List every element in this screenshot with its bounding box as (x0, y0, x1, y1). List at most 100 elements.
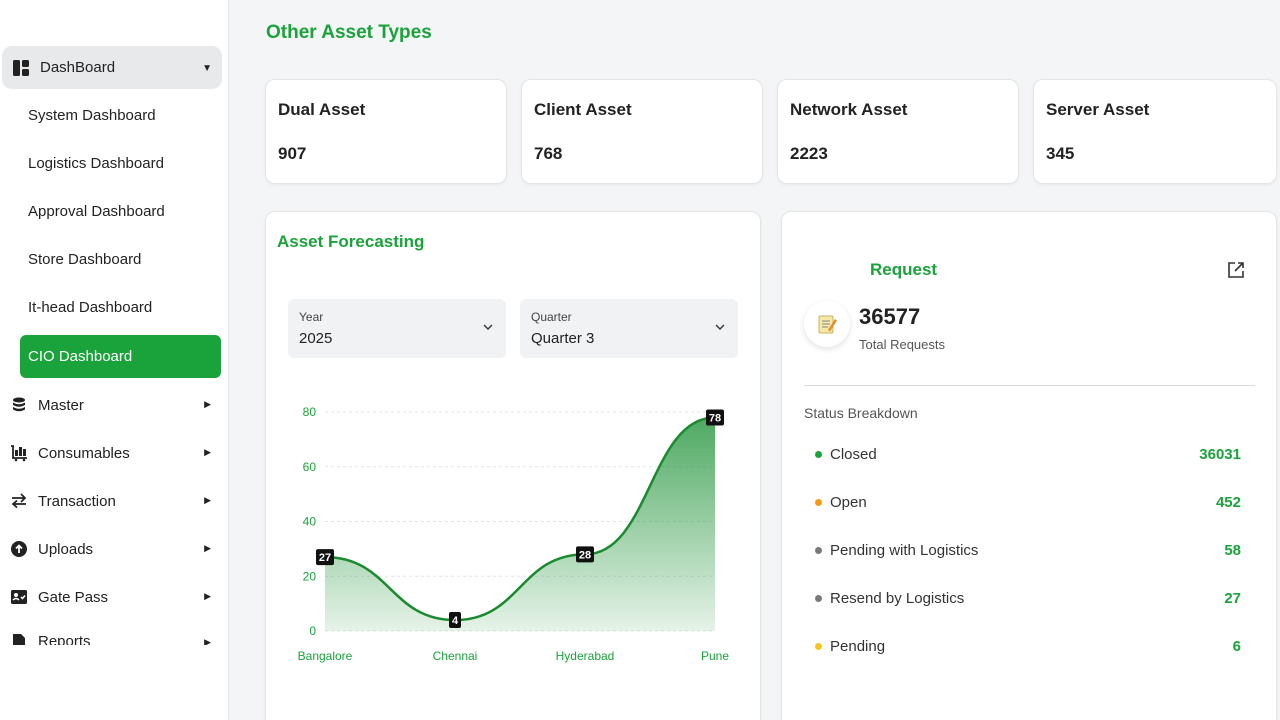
upload-icon (10, 540, 28, 558)
data-label: 28 (579, 549, 591, 561)
request-card: Request 36577 Total Requests Status Brea… (781, 211, 1277, 720)
sidebar-subitem-system-dashboard[interactable]: System Dashboard (28, 107, 156, 124)
asset-card-value: 768 (534, 144, 563, 163)
status-row-pending: Pending 6 (815, 635, 1241, 657)
caret-right-icon: ▶ (204, 447, 211, 457)
data-label: 78 (709, 412, 721, 424)
status-row-closed: Closed 36031 (815, 443, 1241, 465)
sidebar-item-label: Consumables (38, 444, 130, 462)
status-count: 36031 (1199, 445, 1241, 463)
status-name: Pending with Logistics (830, 541, 979, 559)
total-requests-label: Total Requests (859, 337, 945, 352)
sidebar: DashBoard ▼ System Dashboard Logistics D… (0, 0, 229, 720)
report-icon (10, 633, 28, 645)
dashboard-icon (12, 59, 30, 77)
asset-card-label: Client Asset (534, 100, 632, 119)
notepad-icon (818, 315, 837, 334)
caret-right-icon: ▶ (204, 495, 211, 505)
asset-card-value: 345 (1046, 144, 1075, 163)
data-label-bg (706, 409, 724, 426)
status-breakdown-title: Status Breakdown (804, 405, 918, 421)
status-row-resend-by-logistics: Resend by Logistics 27 (815, 587, 1241, 609)
status-count: 452 (1215, 493, 1241, 511)
asset-card-label: Server Asset (1046, 100, 1150, 119)
quarter-select-label: Quarter (531, 310, 572, 324)
data-label: 27 (319, 552, 331, 564)
sidebar-item-dashboard[interactable]: DashBoard ▼ (2, 46, 222, 89)
forecast-area-chart: 0 20 40 60 80 27 Bangalore 4 Chennai 28 Hyderabad 7… (298, 405, 730, 663)
sidebar-item-transaction[interactable]: Transaction ▶ (10, 489, 215, 513)
forecast-title: Asset Forecasting (277, 232, 425, 251)
chevron-down-icon (715, 324, 725, 330)
asset-card-value: 2223 (790, 144, 828, 163)
data-label-bg (576, 546, 594, 563)
quarter-select-value: Quarter 3 (531, 330, 595, 347)
section-title: Other Asset Types (266, 22, 432, 43)
asset-forecasting-card: Asset Forecasting Year 2025 Quarter Quar… (265, 211, 761, 720)
sidebar-subitem-logistics-dashboard[interactable]: Logistics Dashboard (28, 155, 164, 172)
y-tick-label: 20 (303, 569, 317, 583)
status-row-pending-with-logistics: Pending with Logistics 58 (815, 539, 1241, 561)
transfer-icon (10, 492, 28, 510)
sidebar-item-label: Transaction (38, 492, 116, 510)
sidebar-item-label: Gate Pass (38, 588, 109, 606)
y-tick-label: 40 (303, 515, 317, 529)
sidebar-item-consumables[interactable]: Consumables ▶ (10, 441, 215, 465)
status-row-open: Open 452 (815, 491, 1241, 513)
caret-right-icon: ▶ (204, 591, 211, 601)
year-select[interactable]: Year 2025 (288, 299, 506, 358)
asset-card-label: Dual Asset (278, 100, 366, 119)
sidebar-item-label: Master (38, 396, 84, 414)
external-link-icon[interactable] (1226, 260, 1246, 280)
asset-card-value: 907 (278, 144, 307, 163)
quarter-select[interactable]: Quarter Quarter 3 (520, 299, 738, 358)
caret-down-icon: ▼ (202, 63, 212, 74)
cart-icon (10, 444, 28, 462)
series-line (324, 416, 716, 622)
status-dot (815, 546, 822, 554)
asset-card-label: Network Asset (790, 100, 908, 119)
data-label: 4 (452, 615, 459, 627)
status-dot (815, 642, 822, 650)
x-tick-label: Hyderabad (556, 649, 615, 663)
sidebar-item-label: Uploads (38, 540, 94, 558)
notepad-icon-badge (804, 301, 850, 347)
status-name: Open (830, 493, 867, 511)
total-requests-value: 36577 (859, 304, 921, 329)
pass-icon (10, 588, 28, 606)
status-dot (815, 450, 822, 458)
status-dot (815, 594, 822, 602)
sidebar-item-master[interactable]: Master ▶ (10, 393, 215, 417)
sidebar-subitem-approval-dashboard[interactable]: Approval Dashboard (28, 203, 165, 220)
year-select-value: 2025 (299, 330, 333, 347)
status-name: Resend by Logistics (830, 589, 965, 607)
asset-card-network: Network Asset 2223 (777, 79, 1019, 184)
y-tick-label: 0 (309, 624, 316, 638)
status-dot (815, 498, 822, 506)
x-tick-label: Pune (701, 649, 729, 663)
sidebar-item-uploads[interactable]: Uploads ▶ (10, 537, 215, 561)
asset-card-server: Server Asset 345 (1033, 79, 1277, 184)
x-tick-label: Bangalore (298, 649, 353, 663)
data-label-bg (449, 612, 461, 629)
year-select-label: Year (299, 310, 324, 324)
sidebar-item-label: DashBoard (40, 59, 116, 76)
data-label-bg (316, 549, 334, 566)
status-count: 27 (1224, 589, 1241, 607)
sidebar-subitem-store-dashboard[interactable]: Store Dashboard (28, 251, 142, 268)
caret-right-icon: ▶ (204, 637, 211, 645)
status-count: 58 (1224, 541, 1241, 559)
sidebar-item-gate-pass[interactable]: Gate Pass ▶ (10, 585, 215, 609)
status-count: 6 (1232, 637, 1241, 655)
sidebar-item-label: Reports (38, 633, 91, 645)
area-fill (325, 417, 715, 631)
sidebar-subitem-cio-dashboard[interactable]: CIO Dashboard (20, 335, 221, 378)
request-title: Request (870, 260, 938, 279)
y-tick-label: 80 (303, 405, 317, 419)
sidebar-item-reports[interactable]: Reports ▶ (10, 633, 215, 645)
status-name: Closed (830, 445, 877, 463)
x-tick-label: Chennai (433, 649, 478, 663)
chevron-down-icon (483, 324, 493, 330)
sidebar-subitem-it-head-dashboard[interactable]: It-head Dashboard (28, 299, 153, 316)
caret-right-icon: ▶ (204, 399, 211, 409)
